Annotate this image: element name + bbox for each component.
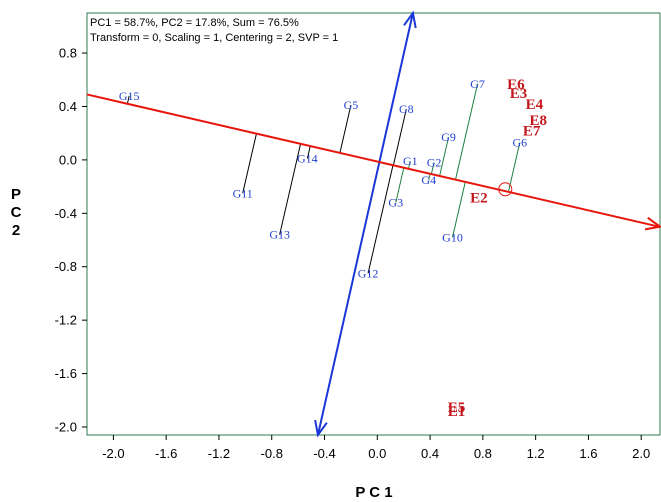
plot-frame bbox=[86, 12, 661, 436]
projection-line-g10 bbox=[452, 181, 466, 238]
environment-label-e3: E3 bbox=[510, 86, 528, 102]
chart-header: PC1 = 58.7%, PC2 = 17.8%, Sum = 76.5% Tra… bbox=[90, 17, 338, 44]
genotype-labels: G1 G2 G3 G4 G5 G6 G7 G8 G9 G10 G11 G12 G13 G14 G15 bbox=[119, 77, 527, 281]
aea-line bbox=[86, 93, 660, 228]
y-tick-label: 0.0 bbox=[59, 152, 77, 167]
genotype-label-g2: G2 bbox=[427, 156, 442, 170]
header-line: PC1 = 58.7%, PC2 = 17.8%, Sum = 76.5% bbox=[90, 17, 299, 29]
environment-label-e7: E7 bbox=[523, 124, 541, 140]
genotype-label-g1: G1 bbox=[403, 154, 418, 168]
projection-line-g9 bbox=[439, 137, 450, 176]
x-tick-label: 1.6 bbox=[579, 446, 597, 461]
genotype-label-g3: G3 bbox=[388, 196, 403, 210]
y-tick-label: -0.8 bbox=[55, 259, 77, 274]
x-tick-label: -1.6 bbox=[155, 446, 177, 461]
projection-line-g14 bbox=[306, 145, 311, 159]
projection-line-g7 bbox=[455, 83, 479, 180]
aea-arrowhead bbox=[644, 216, 661, 231]
environment-label-e6: E6 bbox=[507, 77, 525, 93]
y-tick-label: -1.6 bbox=[55, 366, 77, 381]
projection-line-g13 bbox=[279, 143, 302, 235]
y-tick-label: -2.0 bbox=[55, 419, 77, 434]
x-tick-label: -2.0 bbox=[102, 446, 124, 461]
projection-line-g1 bbox=[408, 161, 411, 169]
genotype-label-g6: G6 bbox=[512, 136, 527, 150]
x-tick-label: 0.0 bbox=[368, 446, 386, 461]
genotype-label-g11: G11 bbox=[233, 186, 253, 200]
y-tick-label: -1.2 bbox=[55, 313, 77, 328]
genotype-label-g14: G14 bbox=[297, 152, 318, 166]
projection-lines bbox=[126, 83, 521, 274]
x-tick-label: -1.2 bbox=[208, 446, 230, 461]
genotype-label-g8: G8 bbox=[399, 102, 414, 116]
ordinate-arrowhead-top bbox=[403, 10, 417, 29]
ordinate-line bbox=[316, 12, 414, 436]
genotype-label-g12: G12 bbox=[358, 266, 379, 280]
projection-line-g15 bbox=[126, 95, 130, 104]
projection-line-g12 bbox=[367, 164, 394, 274]
projection-line-g6 bbox=[508, 142, 521, 192]
y-axis-title: PC2 bbox=[11, 186, 22, 239]
genotype-label-g10: G10 bbox=[442, 230, 463, 244]
genotype-label-g4: G4 bbox=[421, 173, 436, 187]
environment-label-e5: E5 bbox=[448, 400, 466, 416]
projection-line-g3 bbox=[395, 167, 405, 203]
projection-line-g8 bbox=[392, 109, 407, 166]
x-tick-label: 0.8 bbox=[474, 446, 492, 461]
y-tick-label: 0.8 bbox=[59, 46, 77, 61]
projection-line-g2 bbox=[430, 162, 435, 174]
average-environment-axis bbox=[86, 93, 661, 231]
genotype-label-g7: G7 bbox=[470, 77, 485, 91]
average-environment-marker bbox=[498, 182, 513, 197]
genotype-label-g15: G15 bbox=[119, 89, 140, 103]
environment-label-e1: E1 bbox=[448, 404, 466, 420]
x-axis-title: P C 1 bbox=[355, 484, 392, 501]
x-tick-label: -0.8 bbox=[261, 446, 283, 461]
y-tick-label: 0.4 bbox=[59, 99, 77, 114]
y-axis-title-letter: P bbox=[11, 186, 21, 203]
x-tick-label: 2.0 bbox=[632, 446, 650, 461]
projection-line-g11 bbox=[242, 133, 257, 194]
genotype-label-g13: G13 bbox=[269, 228, 290, 242]
x-axis: -2.0 -1.6 -1.2 -0.8 -0.4 0.0 0.4 0.8 1.2 1.6 2.0 bbox=[102, 435, 650, 461]
x-tick-label: -0.4 bbox=[313, 446, 335, 461]
y-axis: 0.8 0.4 0.0 -0.4 -0.8 -1.2 -1.6 -2.0 bbox=[55, 46, 87, 434]
genotype-label-g9: G9 bbox=[441, 130, 456, 144]
environment-label-e2: E2 bbox=[470, 190, 488, 206]
environment-label-e8: E8 bbox=[530, 113, 548, 129]
y-axis-title-letter: 2 bbox=[12, 222, 20, 239]
environment-label-e4: E4 bbox=[526, 97, 544, 113]
x-tick-label: 1.2 bbox=[527, 446, 545, 461]
y-tick-label: -0.4 bbox=[55, 206, 77, 221]
ordinate-axis bbox=[314, 10, 417, 438]
projection-line-g5 bbox=[339, 105, 352, 153]
y-axis-title-letter: C bbox=[11, 204, 22, 221]
x-tick-label: 0.4 bbox=[421, 446, 439, 461]
ordinate-arrowhead-bottom bbox=[314, 419, 328, 438]
header-line: Transform = 0, Scaling = 1, Centering = … bbox=[90, 32, 338, 44]
genotype-label-g5: G5 bbox=[344, 98, 359, 112]
